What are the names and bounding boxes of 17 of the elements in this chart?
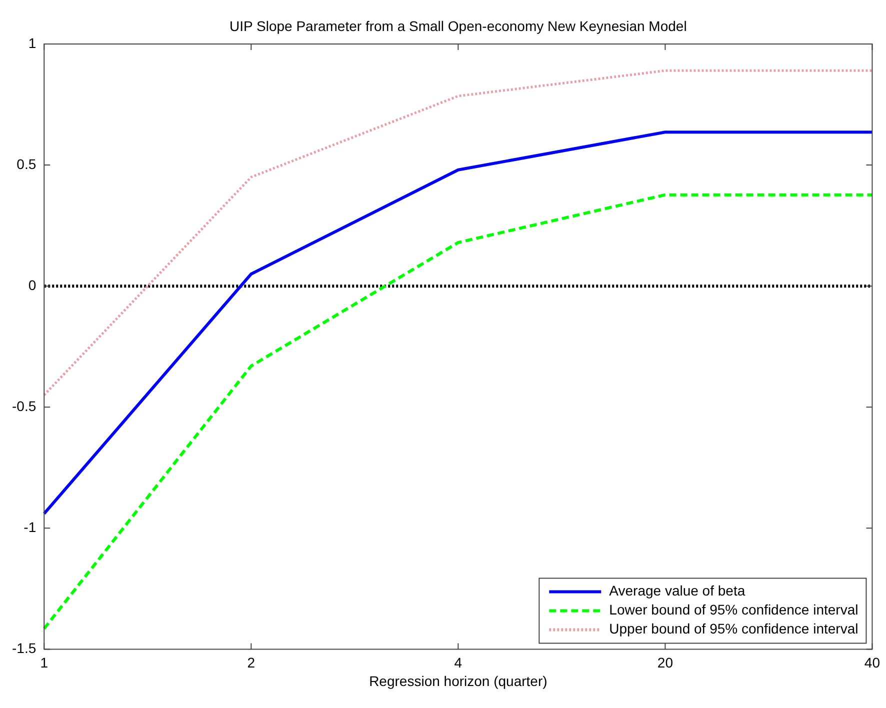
x-tick-label: 40 <box>864 654 880 670</box>
legend-label: Upper bound of 95% confidence interval <box>609 620 858 637</box>
y-tick-label: 0.5 <box>16 156 36 172</box>
chart-title: UIP Slope Parameter from a Small Open-economy New Keynesian Model <box>230 18 687 34</box>
y-tick-label: -1 <box>24 519 36 536</box>
x-tick-label: 4 <box>454 654 462 670</box>
y-tick-label: 1 <box>28 34 36 51</box>
y-tick-label: 0 <box>28 276 36 293</box>
x-tick-label: 1 <box>40 654 48 670</box>
y-tick-label: -0.5 <box>12 398 36 414</box>
legend-label: Average value of beta <box>609 582 746 599</box>
x-tick-label: 20 <box>657 654 674 670</box>
x-axis-title: Regression horizon (quarter) <box>369 673 548 690</box>
x-tick-label: 2 <box>247 654 256 670</box>
line-series <box>42 69 874 396</box>
y-tick-label: -1.5 <box>12 640 36 656</box>
legend-label: Lower bound of 95% confidence interval <box>609 602 858 618</box>
